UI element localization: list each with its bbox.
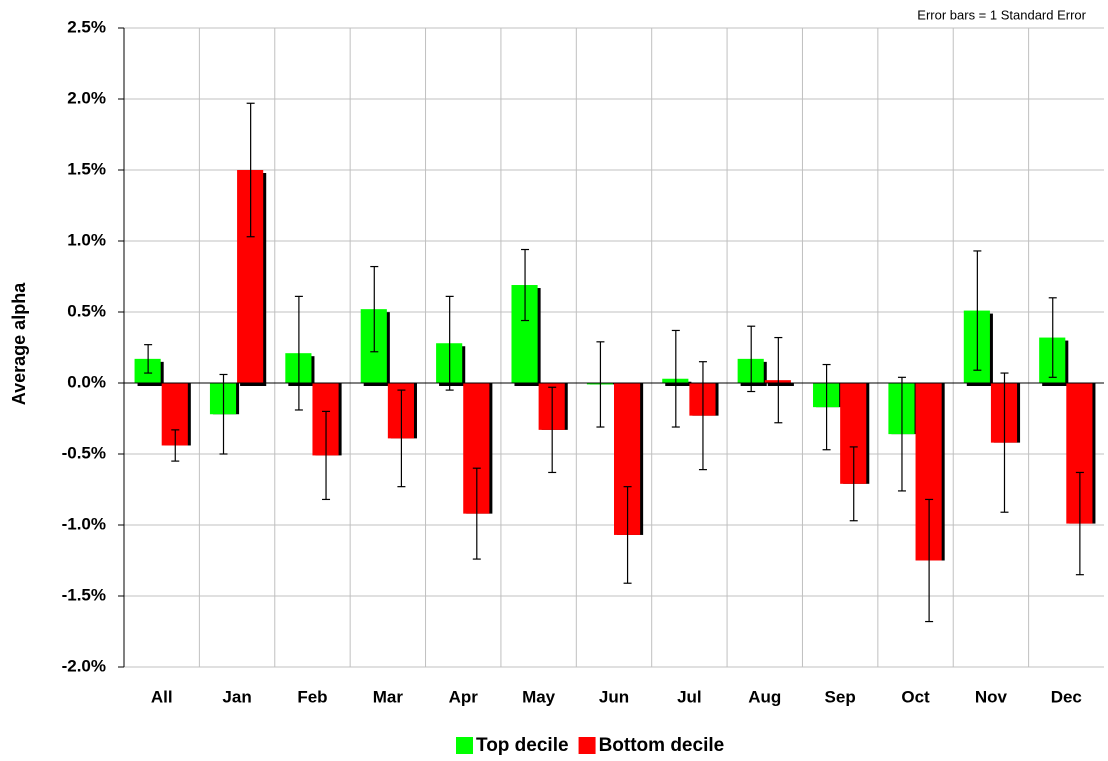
bar-shadow — [767, 383, 794, 386]
y-tick-label: -1.0% — [62, 514, 106, 533]
legend-swatch — [456, 737, 473, 754]
y-tick-label: 1.5% — [67, 159, 106, 178]
error-bar — [144, 344, 153, 374]
error-bar — [596, 341, 605, 428]
error-bar — [397, 389, 406, 488]
error-bar — [246, 102, 255, 238]
error-bar — [623, 486, 632, 584]
y-tick-label: 0.5% — [67, 301, 106, 320]
legend-label: Bottom decile — [599, 735, 725, 756]
x-tick-label: Jun — [599, 687, 629, 706]
x-tick-label: Sep — [825, 687, 856, 706]
error-bar — [1000, 372, 1009, 513]
x-tick-label: Dec — [1051, 687, 1082, 706]
y-tick-label: -1.5% — [62, 585, 106, 604]
error-bar — [925, 498, 934, 623]
error-bar — [897, 376, 906, 492]
error-bar — [322, 410, 331, 501]
error-bar — [548, 386, 557, 474]
error-bar — [521, 248, 530, 322]
x-tick-label: May — [522, 687, 556, 706]
error-bar — [472, 467, 481, 560]
error-bar — [747, 325, 756, 393]
x-tick-label: Mar — [373, 687, 404, 706]
x-tick-label: Aug — [748, 687, 781, 706]
error-bar — [774, 336, 783, 424]
error-bar — [1048, 297, 1057, 378]
error-bar — [849, 446, 858, 522]
bar-shadow — [665, 381, 692, 386]
error-bar — [445, 295, 454, 391]
annotation: Error bars = 1 Standard Error — [917, 7, 1086, 22]
error-bar — [671, 329, 680, 428]
x-tick-label: Jan — [222, 687, 251, 706]
y-tick-label: 2.0% — [67, 88, 106, 107]
error-bar — [171, 429, 180, 462]
y-tick-label: -0.5% — [62, 443, 106, 462]
x-tick-label: Feb — [297, 687, 327, 706]
error-bar — [973, 250, 982, 371]
x-tick-label: Nov — [975, 687, 1008, 706]
error-bar — [822, 363, 831, 451]
x-tick-label: Oct — [901, 687, 930, 706]
error-bar — [1075, 471, 1084, 576]
y-tick-label: -2.0% — [62, 656, 106, 675]
y-tick-label: 1.0% — [67, 230, 106, 249]
y-tick-label: 0.0% — [67, 372, 106, 391]
x-tick-label: Apr — [449, 687, 479, 706]
y-axis-label: Average alpha — [9, 282, 29, 405]
x-tick-label: All — [151, 687, 173, 706]
y-tick-label: 2.5% — [67, 17, 106, 36]
error-bar — [370, 265, 379, 353]
error-bar — [294, 295, 303, 411]
error-bar — [219, 373, 228, 455]
legend-swatch — [578, 737, 596, 754]
legend-label: Top decile — [476, 735, 569, 756]
x-tick-label: Jul — [677, 687, 702, 706]
error-bar — [698, 361, 707, 471]
